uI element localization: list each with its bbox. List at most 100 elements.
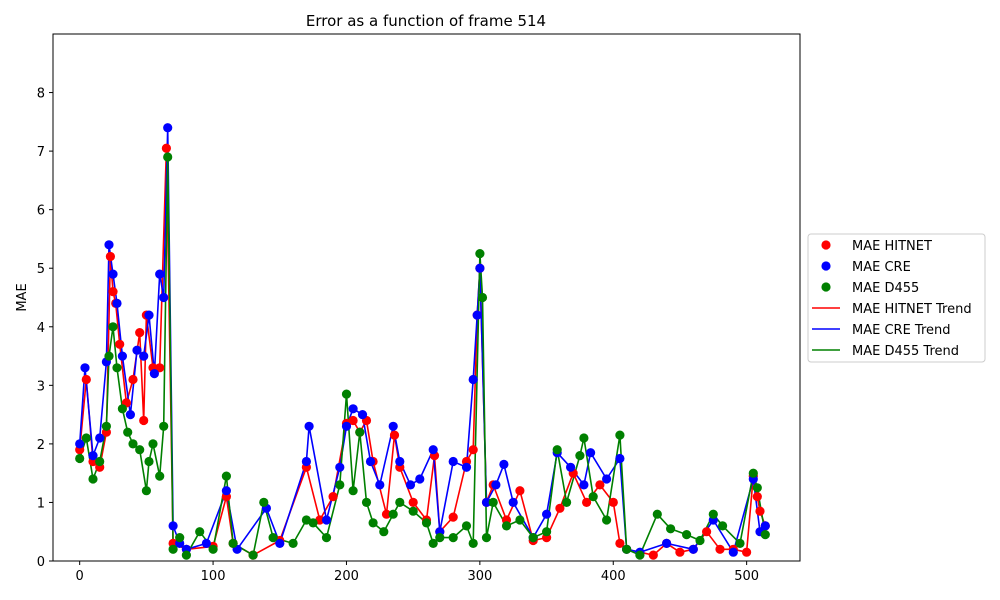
- data-point: [75, 453, 85, 464]
- data-point: [666, 524, 676, 534]
- data-point: [586, 448, 596, 458]
- data-point: [148, 439, 158, 449]
- data-point: [135, 445, 145, 455]
- data-point: [163, 123, 173, 133]
- data-point: [475, 263, 485, 273]
- data-point: [81, 433, 91, 443]
- data-point: [112, 363, 122, 373]
- plot-area: 0 100 200 300 400 500 0 1 2 3 4 5 6 7 8: [37, 33, 801, 584]
- data-point: [448, 456, 458, 467]
- data-point: [365, 456, 376, 467]
- data-point: [104, 351, 114, 361]
- data-point: [328, 492, 338, 502]
- data-point: [615, 453, 625, 464]
- legend-label: MAE CRE Trend: [852, 323, 951, 338]
- data-point: [566, 462, 576, 472]
- data-point: [468, 445, 478, 455]
- data-point: [575, 451, 585, 461]
- data-point: [488, 497, 498, 507]
- data-point: [128, 439, 138, 449]
- data-point: [195, 527, 205, 537]
- data-point: [515, 515, 525, 525]
- data-point: [388, 509, 398, 519]
- y-tick-label: 0: [37, 555, 45, 570]
- data-point: [602, 515, 612, 525]
- data-point: [125, 410, 135, 420]
- data-point: [477, 292, 488, 303]
- y-tick-label: 8: [37, 87, 45, 102]
- data-point: [622, 544, 632, 554]
- scatter-series-2: [75, 123, 770, 557]
- x-tick-label: 500: [734, 569, 759, 584]
- data-point: [708, 509, 718, 519]
- legend-label: MAE CRE: [852, 260, 911, 275]
- data-point: [208, 544, 218, 554]
- data-point: [355, 427, 365, 437]
- data-point: [163, 152, 173, 162]
- data-point: [159, 421, 169, 431]
- scatter-series-3: [75, 152, 770, 560]
- data-point: [595, 480, 605, 490]
- x-tick-label: 200: [334, 569, 359, 584]
- data-point: [428, 538, 438, 549]
- data-point: [341, 389, 352, 399]
- trend-line-1: [78, 147, 767, 556]
- data-point: [528, 533, 538, 543]
- data-point: [675, 547, 685, 557]
- data-point: [321, 533, 332, 543]
- data-point: [652, 509, 662, 519]
- data-point: [475, 249, 485, 259]
- data-point: [579, 433, 589, 443]
- data-point: [728, 547, 738, 557]
- data-point: [421, 518, 432, 528]
- y-tick-label: 7: [37, 145, 45, 160]
- data-point: [108, 269, 118, 279]
- y-tick-label: 3: [37, 379, 45, 394]
- data-point: [341, 421, 352, 431]
- data-point: [379, 527, 389, 537]
- data-point: [760, 521, 770, 531]
- x-tick-label: 100: [201, 569, 226, 584]
- data-point: [368, 518, 378, 528]
- data-point: [149, 369, 159, 379]
- data-point: [408, 506, 418, 516]
- data-point: [415, 474, 425, 484]
- data-point: [448, 533, 458, 543]
- data-point: [375, 480, 385, 490]
- data-point: [648, 550, 658, 560]
- data-point: [752, 492, 762, 502]
- data-point: [221, 486, 231, 496]
- data-point: [615, 538, 625, 549]
- data-point: [175, 533, 185, 543]
- data-point: [481, 497, 492, 507]
- data-point: [405, 480, 416, 490]
- y-tick-label: 4: [37, 321, 45, 336]
- data-point: [501, 521, 512, 531]
- plot-frame: [52, 33, 801, 562]
- data-point: [361, 497, 372, 507]
- data-point: [388, 421, 398, 431]
- data-point: [201, 538, 211, 549]
- data-point: [304, 421, 314, 431]
- data-point: [555, 503, 565, 513]
- data-point: [117, 404, 127, 414]
- data-point: [755, 506, 765, 516]
- legend: MAE HITNET MAE CRE MAE D455 MAE HITNET Tren…: [807, 233, 986, 363]
- trend-line-2: [78, 126, 766, 554]
- data-point: [105, 251, 115, 262]
- data-point: [168, 544, 178, 554]
- data-point: [144, 456, 154, 467]
- data-point: [499, 459, 509, 469]
- data-point: [461, 521, 472, 531]
- data-point: [448, 512, 458, 522]
- data-point: [155, 363, 165, 373]
- legend-label: MAE D455: [852, 281, 919, 296]
- data-point: [688, 544, 698, 554]
- data-point: [562, 497, 572, 507]
- x-tick-label: 0: [76, 569, 84, 584]
- data-point: [389, 430, 400, 440]
- data-point: [395, 456, 405, 467]
- y-tick-label: 2: [37, 438, 45, 453]
